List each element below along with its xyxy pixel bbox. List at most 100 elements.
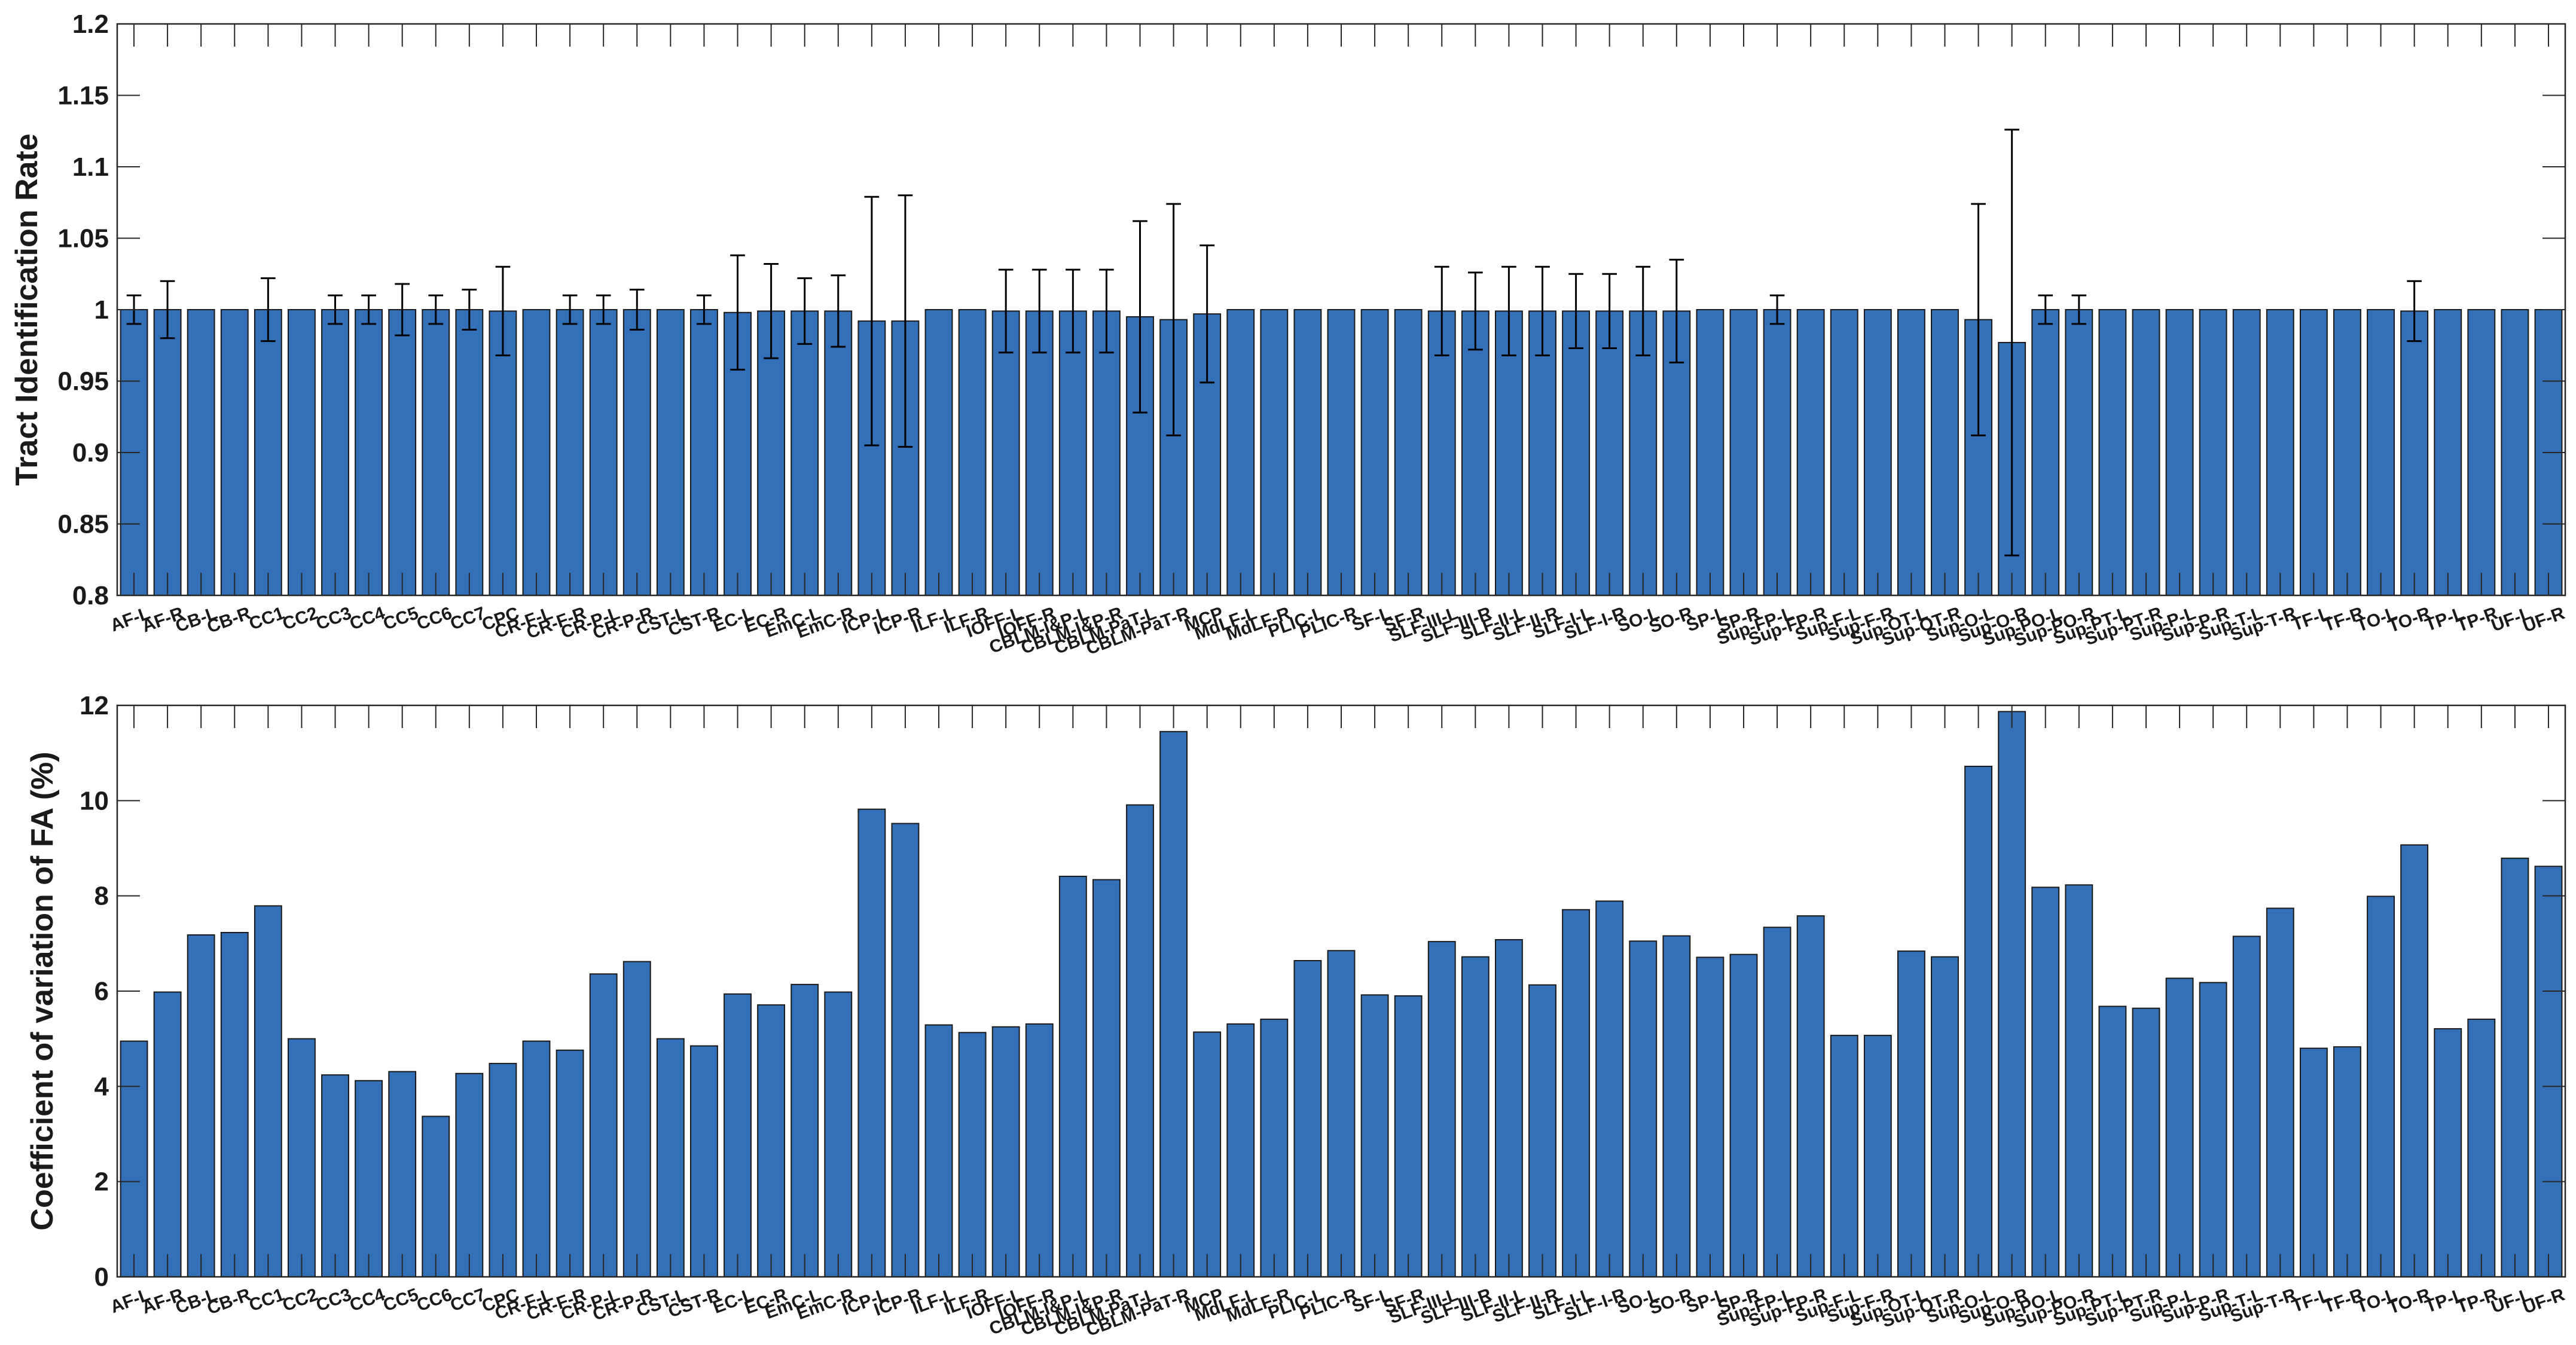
error-bar-SLF-III-R — [1467, 271, 1483, 351]
bar-Sup-OT-L — [1897, 950, 1925, 1277]
bar-Sup-T-L — [2232, 309, 2261, 596]
y-tick-label: 0.95 — [57, 367, 109, 396]
bar-CR-F-R — [556, 1049, 584, 1278]
error-bar-TO-R — [2407, 280, 2422, 343]
error-bar-CBLM-PaT-R — [1166, 203, 1181, 436]
bar-CC2 — [288, 309, 316, 596]
bar-Sup-P-R — [2199, 309, 2227, 596]
bar-EC-L — [724, 993, 752, 1278]
y-tick-label: 6 — [94, 977, 109, 1006]
bar-SLF-III-L — [1427, 941, 1456, 1277]
bar-CB-L — [187, 934, 215, 1277]
bar-CBLM-I&P-L — [1058, 310, 1087, 596]
bar-CC3 — [321, 309, 349, 596]
error-bar-CC7 — [462, 289, 477, 331]
bar-CST-L — [656, 309, 685, 596]
error-bar-IOFF-R — [1031, 268, 1047, 354]
y-tick-label: 0.9 — [72, 438, 109, 467]
bar-CR-P-R — [622, 961, 651, 1277]
bar-CBLM-PaT-L — [1126, 804, 1154, 1277]
bar-CC6 — [422, 309, 450, 596]
bar-CBLM-I&P-R — [1092, 310, 1121, 596]
bar-TO-L — [2367, 895, 2395, 1277]
bar-CC3 — [321, 1074, 349, 1277]
bar-EC-R — [757, 310, 786, 596]
error-bar-IOFF-L — [998, 268, 1014, 354]
bar-CST-L — [656, 1038, 685, 1278]
bar-SLF-II-L — [1494, 939, 1523, 1277]
y-tick-label: 1.2 — [72, 10, 109, 39]
bar-UF-L — [2501, 309, 2529, 596]
bar-Sup-FP-R — [1796, 309, 1825, 596]
bar-CC4 — [355, 309, 383, 596]
bar-TP-L — [2434, 1028, 2462, 1277]
error-bar-SLF-III-L — [1434, 265, 1449, 356]
bar-CC1 — [254, 905, 282, 1277]
bar-CC7 — [455, 309, 484, 596]
bar-EmC-R — [824, 991, 853, 1277]
error-bar-EmC-R — [831, 274, 846, 348]
bar-MdLF-L — [1226, 1023, 1255, 1277]
bar-CB-L — [187, 309, 215, 596]
bar-SF-L — [1360, 309, 1389, 596]
bar-SLF-II-L — [1494, 310, 1523, 596]
bar-Sup-O-R — [1998, 711, 2026, 1277]
bar-MCP — [1193, 1031, 1222, 1277]
error-bar-CR-P-R — [629, 289, 645, 331]
y-tick-label: 0.85 — [57, 510, 109, 539]
bar-TF-R — [2333, 1046, 2361, 1277]
bar-ILF-R — [958, 309, 987, 596]
error-bar-Sup-O-L — [1971, 203, 1986, 436]
error-bar-CC6 — [428, 294, 444, 325]
bar-Sup-PO-L — [2031, 887, 2060, 1277]
bar-Sup-F-L — [1830, 309, 1858, 596]
error-bar-AF-R — [160, 280, 175, 340]
bar-SO-L — [1629, 940, 1658, 1277]
bar-SLF-I-R — [1595, 900, 1624, 1278]
bar-SF-R — [1394, 995, 1423, 1277]
bar-CC4 — [355, 1080, 383, 1278]
error-bar-SLF-II-R — [1535, 265, 1550, 356]
bar-SP-R — [1729, 953, 1758, 1278]
bar-CB-R — [220, 309, 249, 596]
error-bar-ICP-L — [864, 195, 880, 447]
bar-CB-R — [220, 932, 249, 1277]
error-bar-SO-R — [1669, 258, 1684, 363]
bar-Sup-PT-R — [2132, 1007, 2160, 1278]
bar-Sup-T-R — [2266, 907, 2294, 1277]
bar-AF-R — [153, 309, 182, 596]
y-tick-label: 0.8 — [72, 581, 109, 610]
bar-SLF-III-L — [1427, 310, 1456, 596]
bar-Sup-F-R — [1863, 309, 1892, 596]
bar-TP-R — [2467, 309, 2496, 596]
bar-Sup-PT-R — [2132, 309, 2160, 596]
bar-Sup-F-R — [1863, 1035, 1892, 1277]
bar-IOFF-L — [991, 1026, 1020, 1277]
bar-SLF-I-L — [1562, 909, 1591, 1277]
bar-Sup-PT-L — [2098, 1005, 2127, 1277]
x-tick-label: Sup-T-R — [2227, 603, 2299, 645]
bar-MdLF-L — [1226, 309, 1255, 596]
bar-CR-P-L — [589, 973, 618, 1277]
bar-MdLF-R — [1260, 1019, 1289, 1277]
y-axis-title: Coefficient of variation of FA (%) — [25, 751, 60, 1230]
bar-EmC-R — [824, 310, 853, 596]
bar-EmC-L — [790, 983, 819, 1277]
bar-CC5 — [388, 309, 417, 596]
bar-TP-L — [2434, 309, 2462, 596]
bar-TF-L — [2299, 309, 2328, 596]
bar-UF-R — [2534, 866, 2563, 1277]
bar-CR-P-L — [589, 309, 618, 596]
bar-SP-L — [1696, 309, 1725, 596]
error-bar-CBLM-PaT-L — [1133, 220, 1147, 414]
y-tick-label: 4 — [94, 1072, 109, 1101]
error-bar-Sup-PO-L — [2038, 294, 2053, 325]
bar-Sup-F-L — [1830, 1035, 1858, 1277]
bar-Sup-OT-R — [1931, 956, 1959, 1277]
bar-TO-L — [2367, 309, 2395, 596]
bar-Sup-O-L — [1964, 765, 1992, 1277]
bar-ICP-L — [857, 808, 886, 1278]
bar-AF-L — [120, 1040, 148, 1278]
error-bar-CBLM-I&P-L — [1066, 268, 1081, 354]
bar-CR-F-L — [522, 1040, 551, 1278]
